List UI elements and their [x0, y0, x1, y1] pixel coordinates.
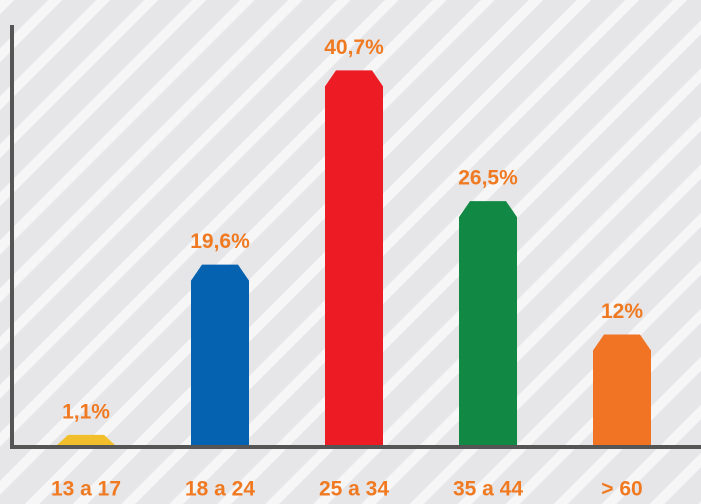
x-tick-label: 13 a 17 [51, 478, 121, 501]
value-label: 12% [601, 300, 643, 323]
bar [459, 201, 517, 445]
x-tick-label: 25 a 34 [319, 478, 389, 501]
bar [57, 434, 115, 445]
value-label: 26,5% [458, 167, 518, 190]
bar [191, 264, 249, 445]
value-label: 40,7% [324, 36, 384, 59]
x-tick-label: 35 a 44 [453, 478, 523, 501]
bar [593, 334, 651, 445]
x-tick-label: > 60 [601, 478, 642, 501]
value-label: 1,1% [62, 400, 110, 423]
bar [325, 70, 383, 445]
value-label: 19,6% [190, 230, 250, 253]
x-tick-label: 18 a 24 [185, 478, 255, 501]
